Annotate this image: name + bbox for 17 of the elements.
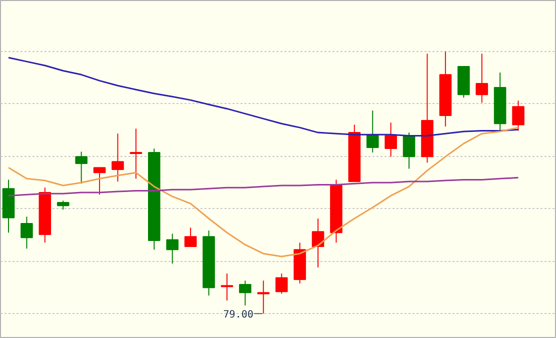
candlestick [366, 110, 379, 153]
candlestick [75, 151, 88, 184]
candlestick [93, 167, 106, 196]
candlestick [275, 273, 288, 294]
candlestick [112, 133, 124, 182]
candlestick [166, 233, 179, 264]
candlestick [239, 280, 252, 306]
candlestick [384, 122, 397, 158]
candlestick [20, 216, 33, 250]
candlestick [312, 218, 324, 268]
candlestick [512, 100, 524, 132]
candlestick [220, 273, 234, 302]
candlestick [402, 132, 416, 170]
candlestick [476, 53, 488, 104]
candlestick [130, 128, 142, 180]
annotation: 79.00 [223, 310, 254, 321]
candlestick [184, 227, 197, 248]
